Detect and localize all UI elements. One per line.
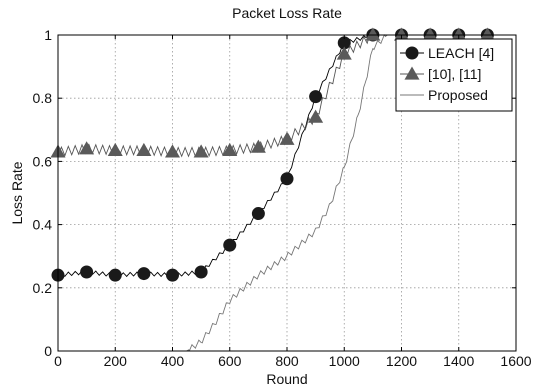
legend: LEACH [4] [10], [11] Proposed	[395, 38, 513, 112]
data-point	[193, 144, 209, 158]
data-point	[365, 27, 381, 41]
data-point	[166, 268, 179, 282]
data-point	[108, 268, 122, 282]
data-point	[80, 265, 94, 279]
data-point	[251, 207, 265, 221]
legend-swatch-marker	[404, 66, 420, 80]
data-point	[222, 142, 238, 156]
series-layer	[50, 27, 495, 352]
x-tick-label: 400	[161, 353, 185, 369]
data-point	[223, 238, 237, 252]
y-tick-label: 0.8	[33, 90, 53, 106]
data-point	[308, 109, 324, 123]
data-point	[337, 36, 351, 50]
x-tick-label: 600	[218, 353, 242, 369]
data-point	[165, 144, 180, 158]
data-point	[280, 172, 294, 186]
y-tick-label: 0	[44, 343, 52, 359]
data-point	[479, 27, 495, 41]
x-tick-label: 1600	[500, 353, 531, 369]
y-tick-label: 0.2	[33, 280, 53, 296]
data-point	[279, 131, 295, 145]
y-tick-label: 1	[44, 27, 52, 43]
y-axis-label: Loss Rate	[9, 161, 25, 224]
legend-swatch-marker	[405, 46, 419, 60]
legend-label: [10], [11]	[428, 66, 481, 82]
data-point	[309, 90, 323, 104]
data-point	[194, 265, 208, 279]
data-point	[394, 27, 409, 41]
data-point	[336, 46, 352, 60]
x-tick-label: 1200	[386, 353, 417, 369]
y-tick-label: 0.6	[33, 153, 53, 169]
data-point	[451, 27, 467, 41]
data-point	[107, 142, 123, 156]
x-tick-label: 200	[104, 353, 128, 369]
data-point	[79, 141, 95, 155]
ticks: 0 200 400 600 800 1000 1200 1400 1600 0 0.2 0.4 0.6 0…	[33, 27, 532, 369]
y-tick-label: 0.4	[33, 217, 53, 233]
x-axis-label: Round	[266, 371, 307, 387]
chart-title: Packet Loss Rate	[232, 5, 342, 21]
legend-item: LEACH [4]	[400, 45, 494, 61]
legend-label: LEACH [4]	[428, 45, 494, 61]
data-point	[137, 267, 151, 281]
legend-label: Proposed	[428, 87, 488, 103]
data-point	[422, 27, 438, 41]
data-point	[250, 139, 266, 153]
x-tick-label: 800	[275, 353, 299, 369]
data-point	[136, 142, 152, 156]
x-tick-label: 1400	[443, 353, 474, 369]
legend-item: Proposed	[400, 87, 488, 103]
x-tick-label: 0	[54, 353, 62, 369]
x-tick-label: 1000	[329, 353, 360, 369]
legend-item: [10], [11]	[400, 66, 481, 82]
